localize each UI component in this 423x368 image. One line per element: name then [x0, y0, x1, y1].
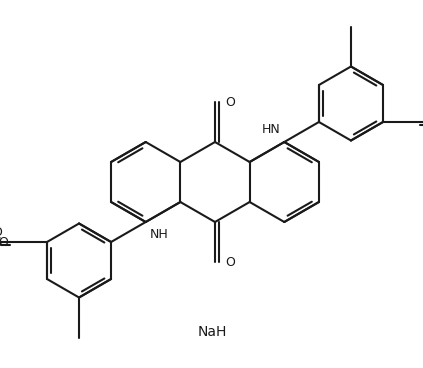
Text: O: O — [0, 236, 8, 248]
Text: O: O — [0, 226, 2, 238]
Text: O: O — [422, 116, 423, 128]
Text: NaH: NaH — [197, 325, 227, 339]
Text: NH: NH — [150, 228, 168, 241]
Text: O: O — [225, 96, 235, 109]
Text: HN: HN — [261, 123, 280, 136]
Text: S: S — [0, 236, 1, 248]
Text: O: O — [225, 255, 235, 269]
